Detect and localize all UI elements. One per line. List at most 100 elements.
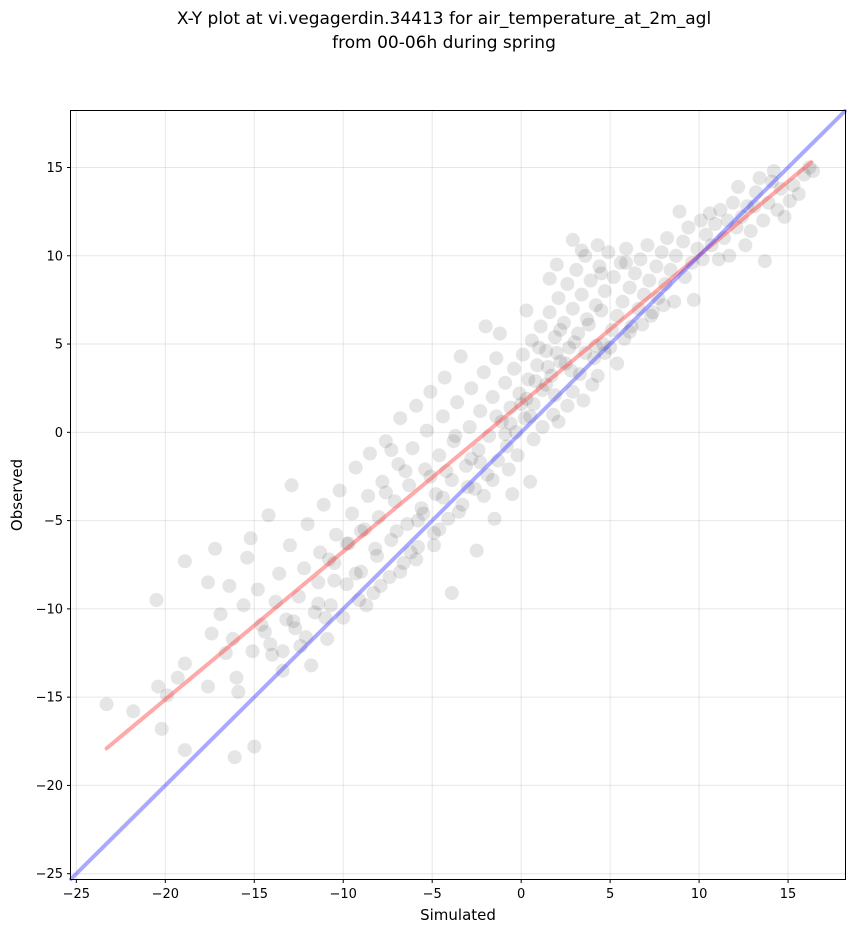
data-point <box>298 630 313 645</box>
data-point <box>508 425 523 440</box>
data-point <box>603 340 618 355</box>
data-point <box>562 340 577 355</box>
data-point <box>225 631 240 646</box>
x-axis-label: Simulated <box>420 906 496 924</box>
y-tick-label: −5 <box>44 514 63 529</box>
data-point <box>282 538 297 553</box>
data-point <box>411 513 425 528</box>
data-point <box>635 317 650 332</box>
data-point <box>503 416 518 431</box>
data-point <box>628 266 642 281</box>
data-point <box>300 517 315 532</box>
data-point <box>619 241 634 256</box>
data-point <box>318 610 333 625</box>
data-point <box>467 481 482 496</box>
data-point <box>551 291 566 306</box>
data-point <box>432 448 447 463</box>
data-point <box>539 344 554 359</box>
data-point <box>160 688 175 703</box>
data-point <box>571 326 586 341</box>
data-point <box>482 428 497 443</box>
data-point <box>293 639 308 653</box>
data-point <box>556 315 571 330</box>
data-point <box>268 594 283 609</box>
data-point <box>359 598 374 613</box>
data-point <box>588 298 603 313</box>
data-point <box>528 374 543 389</box>
data-point <box>272 566 287 581</box>
data-point <box>512 386 527 401</box>
data-point <box>243 531 258 546</box>
data-point <box>254 617 269 632</box>
y-tick-label: 10 <box>46 249 63 264</box>
data-point <box>686 292 701 307</box>
y-axis-ticks: −25 −20 −15 −10 −5 0 5 10 15 <box>36 161 71 882</box>
data-point <box>435 490 450 505</box>
data-point <box>576 393 591 408</box>
data-point <box>782 194 797 208</box>
data-point <box>501 462 516 477</box>
y-tick-label: 5 <box>55 338 63 353</box>
data-point <box>265 647 280 662</box>
data-point <box>236 598 251 613</box>
data-point <box>462 420 477 434</box>
data-point <box>594 266 609 281</box>
data-point <box>610 356 625 371</box>
data-point <box>596 337 610 351</box>
data-point <box>227 750 242 765</box>
data-point <box>373 578 388 593</box>
data-point <box>791 187 806 201</box>
data-point <box>669 248 683 263</box>
data-point <box>725 195 740 210</box>
data-point <box>348 460 363 475</box>
data-point <box>177 743 192 758</box>
data-point <box>439 464 454 479</box>
data-point <box>548 330 562 344</box>
data-point <box>177 554 192 569</box>
x-tick-label: −5 <box>423 887 442 902</box>
data-point <box>311 596 326 611</box>
data-point <box>656 298 671 313</box>
data-point <box>450 395 465 410</box>
points-layer <box>99 160 820 765</box>
data-point <box>574 243 589 258</box>
data-point <box>177 656 192 671</box>
data-point <box>366 586 381 600</box>
data-point <box>464 381 479 396</box>
data-point <box>585 377 600 392</box>
data-point <box>549 345 564 360</box>
data-point <box>761 195 776 210</box>
data-point <box>752 171 767 186</box>
y-tick-label: −25 <box>36 867 63 882</box>
data-point <box>393 564 408 579</box>
data-point <box>677 270 692 284</box>
data-point <box>806 164 820 178</box>
data-point <box>435 409 450 424</box>
data-point <box>391 457 406 472</box>
data-point <box>204 626 219 641</box>
data-point <box>560 277 575 291</box>
data-point <box>453 349 468 364</box>
data-point <box>432 522 447 537</box>
data-point <box>382 570 397 585</box>
data-point <box>597 345 612 360</box>
data-point <box>773 181 788 196</box>
data-point <box>708 217 723 231</box>
data-point <box>590 368 605 383</box>
data-point <box>437 370 452 385</box>
data-point <box>485 473 500 487</box>
data-point <box>284 478 299 493</box>
data-point <box>339 577 354 592</box>
data-point <box>578 345 593 360</box>
y-tick-label: −15 <box>36 691 63 706</box>
x-tick-label: 0 <box>517 887 525 902</box>
data-point <box>644 308 659 323</box>
x-tick-label: 10 <box>691 887 708 902</box>
data-point <box>660 231 675 246</box>
identity-line <box>69 109 847 881</box>
data-point <box>535 420 550 434</box>
data-point <box>170 670 185 685</box>
data-point <box>777 209 792 224</box>
